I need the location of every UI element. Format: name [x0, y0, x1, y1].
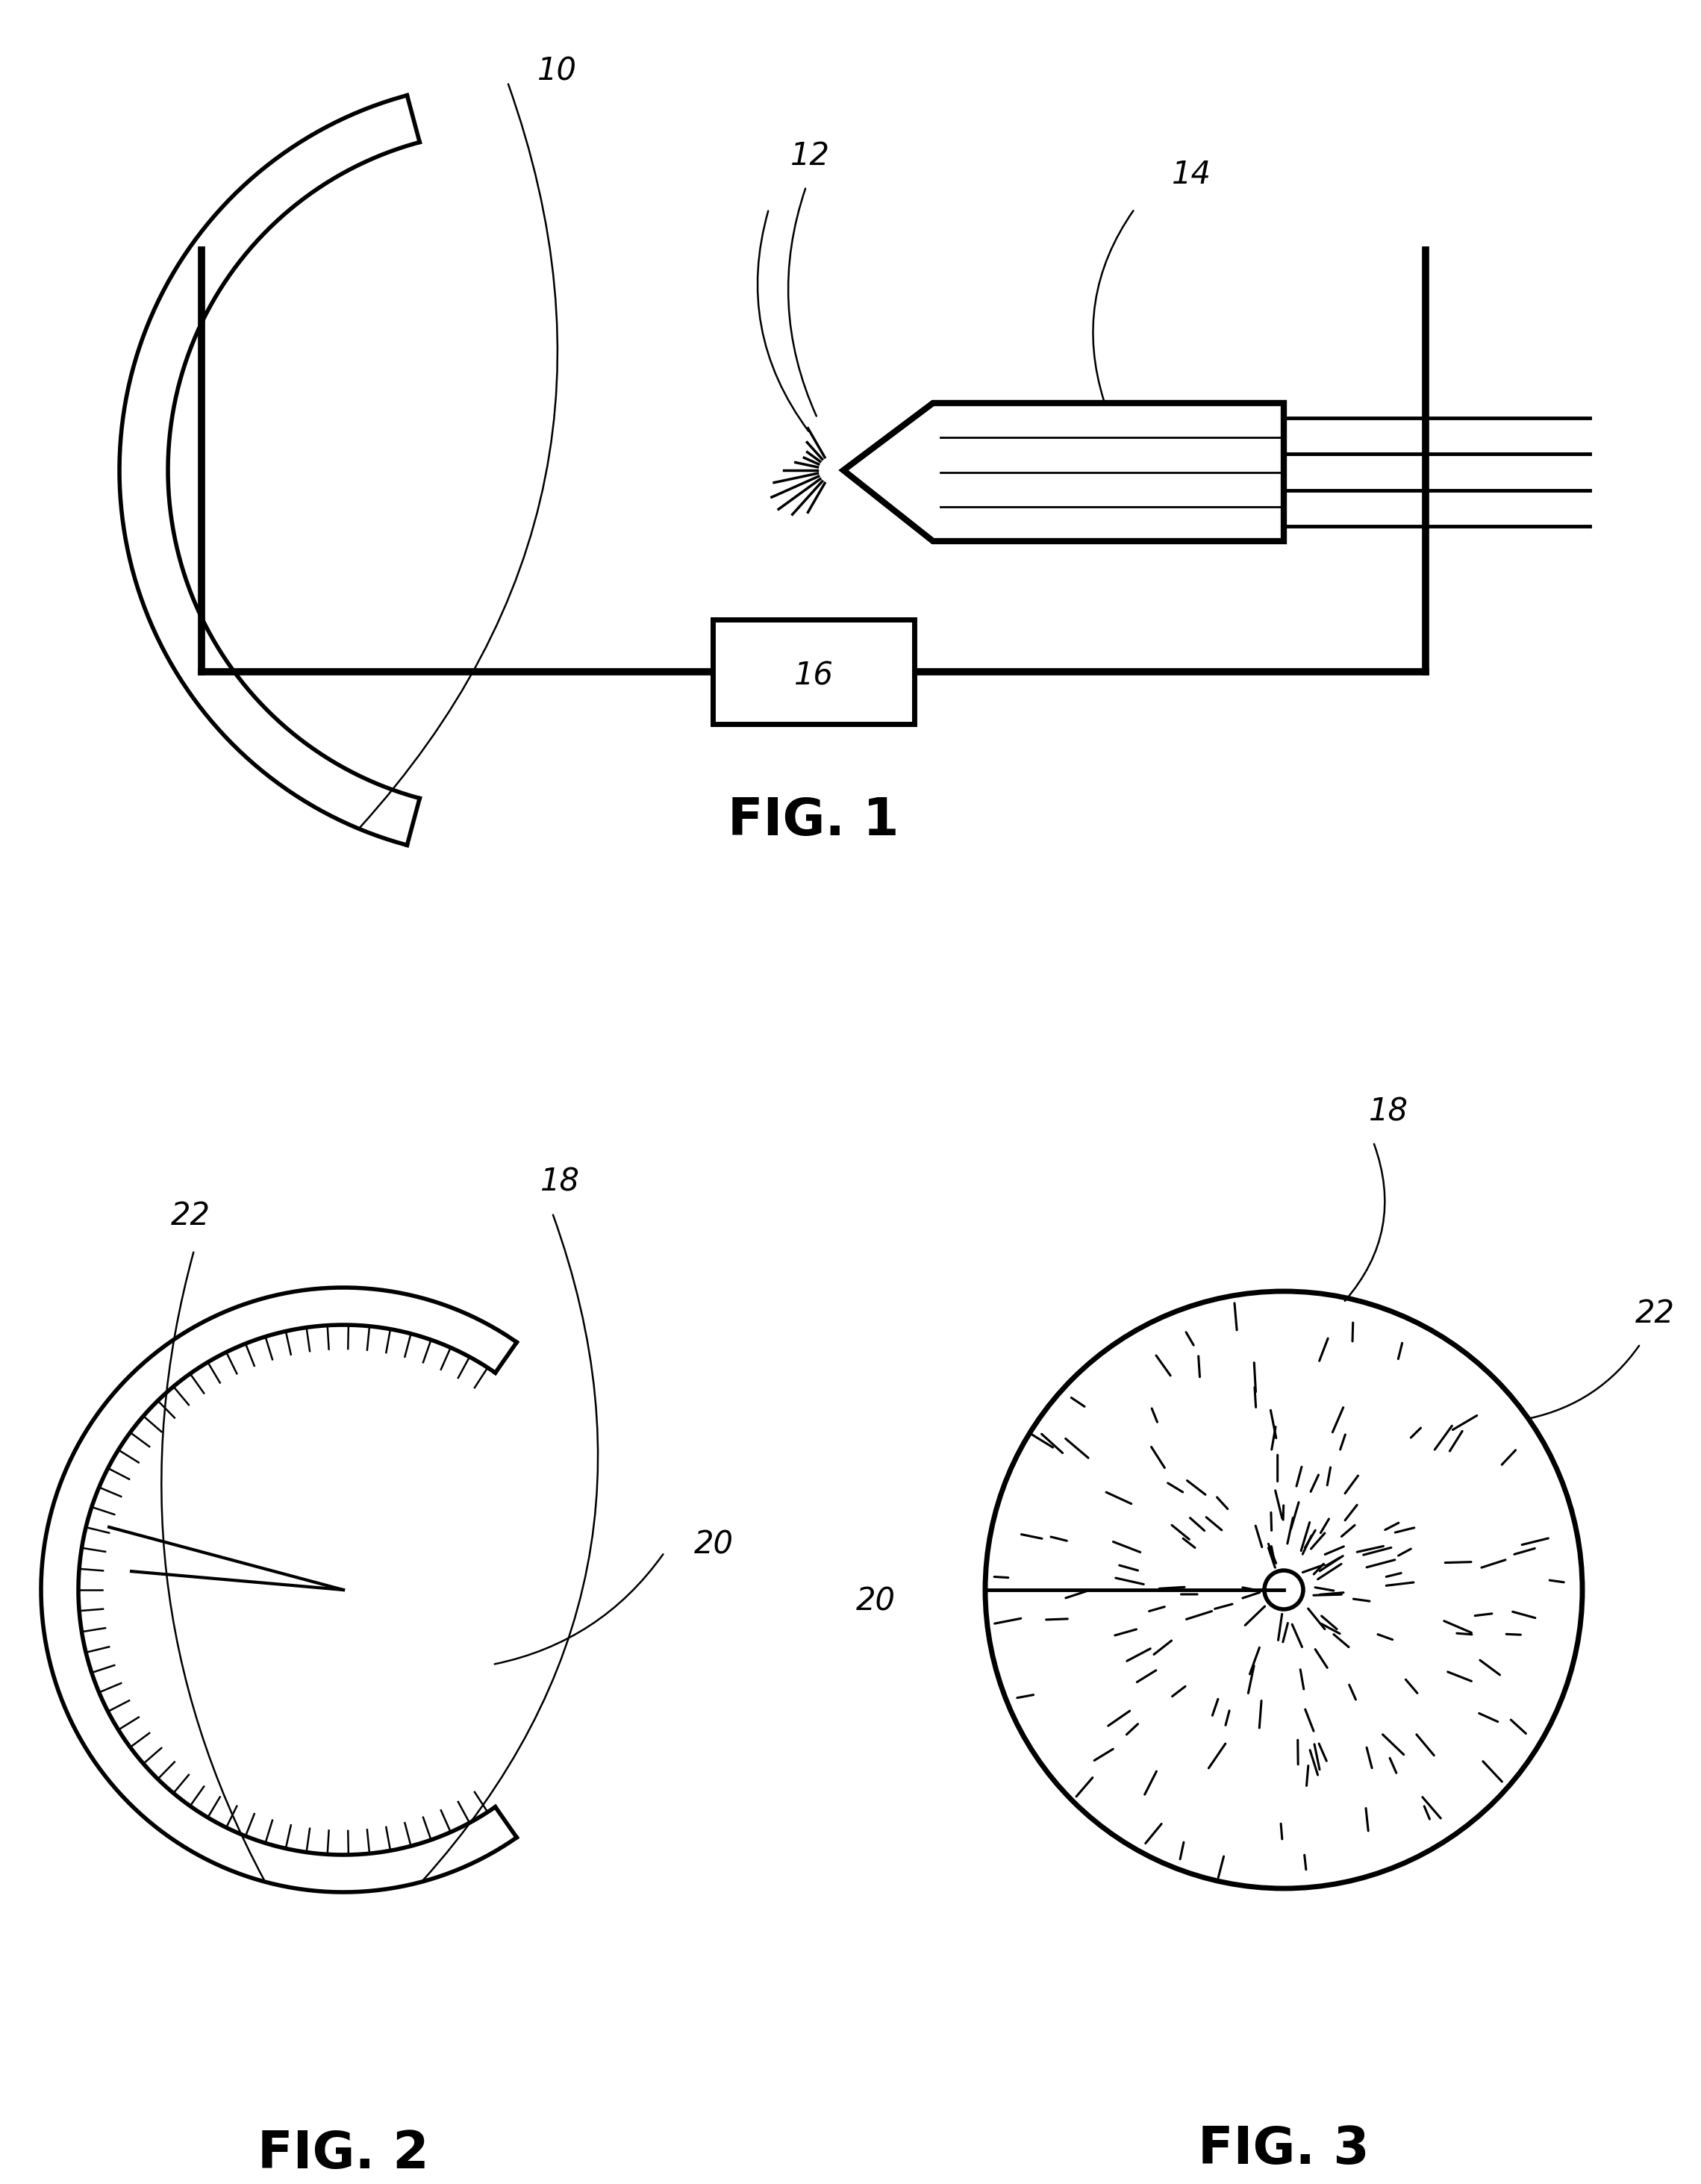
Text: 18: 18 — [1369, 1096, 1408, 1127]
Text: 20: 20 — [694, 1529, 733, 1562]
Text: FIG. 3: FIG. 3 — [1198, 2125, 1369, 2175]
Text: 14: 14 — [1172, 159, 1211, 190]
Text: FIG. 2: FIG. 2 — [257, 2129, 429, 2177]
Text: 18: 18 — [539, 1166, 580, 1199]
Polygon shape — [844, 404, 1284, 542]
Text: 22: 22 — [1635, 1297, 1675, 1330]
Bar — [713, 620, 915, 725]
Text: 16: 16 — [794, 660, 833, 690]
Text: 20: 20 — [856, 1586, 896, 1616]
Text: 12: 12 — [789, 140, 830, 173]
Text: 22: 22 — [170, 1201, 211, 1232]
Text: 10: 10 — [538, 55, 577, 87]
Text: FIG. 1: FIG. 1 — [728, 795, 900, 845]
